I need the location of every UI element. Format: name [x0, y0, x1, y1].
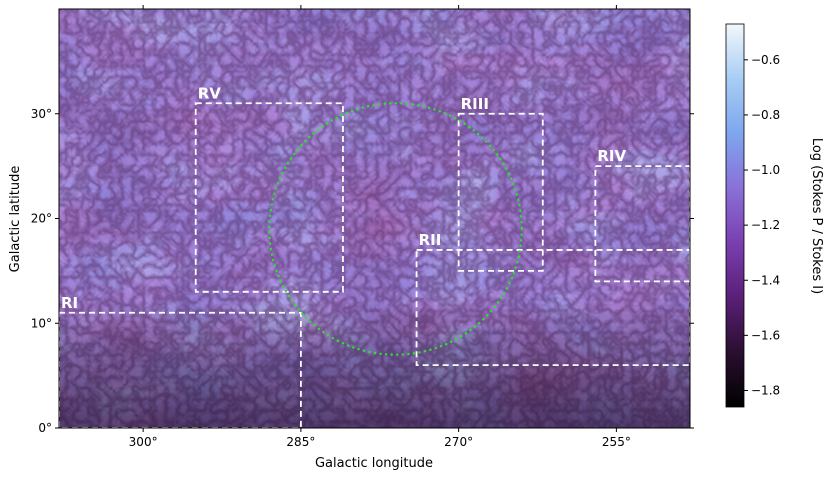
colorbar-tick-label: −0.6 [751, 53, 780, 67]
x-tick-label: 270° [444, 435, 473, 449]
region-box-rv [194, 102, 344, 293]
colorbar-tick-label: −1.8 [751, 383, 780, 397]
colorbar-ticks: −0.6 −0.8 −1.0 −1.2 −1.4 −1.6 −1.8 [744, 53, 780, 397]
y-tick-label: 20° [31, 212, 52, 226]
y-axis: 0° 10° 20° 30° [31, 107, 694, 435]
region-box-ri [59, 311, 302, 428]
colorbar: −0.6 −0.8 −1.0 −1.2 −1.4 −1.6 −1.8 Log (Stokes… [725, 23, 824, 408]
y-tick-label: 10° [31, 316, 52, 330]
region-label-riv: RIV [597, 147, 626, 165]
x-tick-label: 285° [286, 435, 315, 449]
colorbar-tick-label: −1.6 [751, 328, 780, 342]
x-axis: 300° 285° 270° 255° [129, 5, 631, 449]
colorbar-tick-label: −0.8 [751, 108, 780, 122]
colorbar-gradient [725, 23, 745, 408]
colorbar-tick-label: −1.4 [751, 273, 780, 287]
region-label-rv: RV [198, 84, 222, 102]
y-tick-label: 0° [38, 421, 52, 435]
region-label-riii: RIII [461, 95, 489, 113]
y-axis-label: Galactic latitude [8, 166, 23, 273]
x-tick-label: 300° [129, 435, 158, 449]
region-box-rii [415, 249, 690, 367]
colorbar-tick-label: −1.2 [751, 218, 780, 232]
colorbar-tick-label: −1.0 [751, 163, 780, 177]
region-label-rii: RII [419, 231, 442, 249]
region-boxes: RI RII RIII RIV RV [59, 84, 690, 428]
polarization-map [59, 9, 690, 428]
x-axis-label: Galactic longitude [315, 456, 433, 471]
x-tick-label: 255° [602, 435, 631, 449]
shell-circle-path [268, 102, 523, 356]
colorbar-label: Log (Stokes P / Stokes I) [809, 138, 824, 294]
shell-circle [268, 102, 523, 356]
region-label-ri: RI [61, 294, 78, 312]
region-box-riii [457, 112, 544, 272]
y-tick-label: 30° [31, 107, 52, 121]
